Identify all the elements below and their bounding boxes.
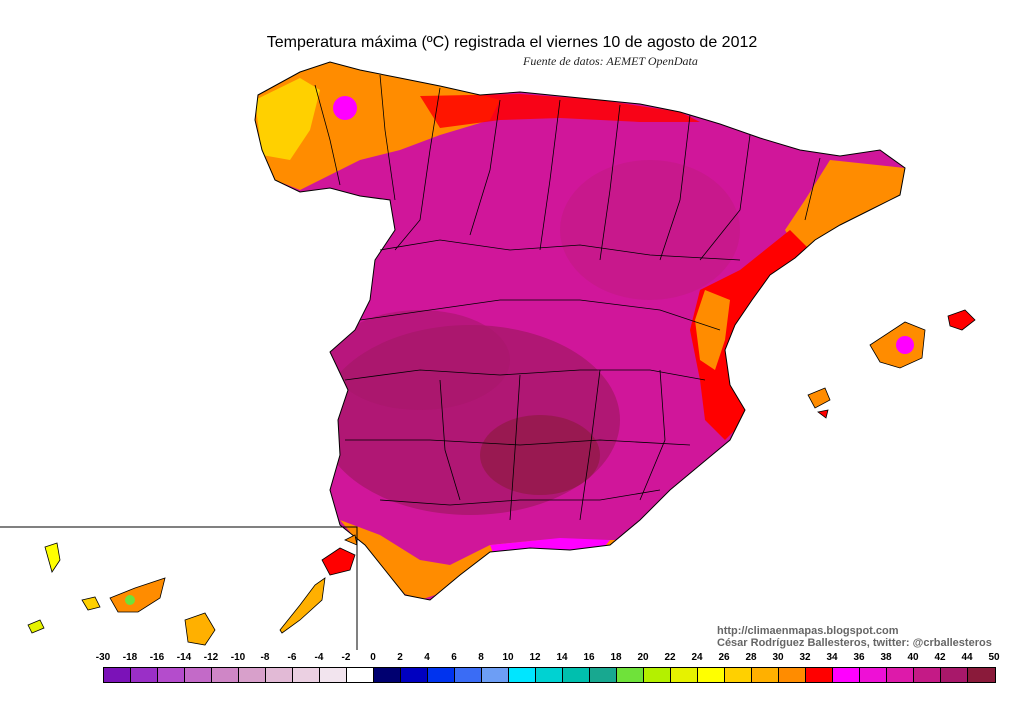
credit-author: César Rodríguez Ballesteros, twitter: @c… (717, 637, 992, 649)
legend-swatch (806, 668, 833, 682)
legend-tick-label: 0 (370, 652, 376, 663)
legend-swatch (374, 668, 401, 682)
canary-islands (27, 534, 358, 646)
legend-swatch (644, 668, 671, 682)
legend-tick-label: -2 (341, 652, 351, 663)
legend-tick-label: 38 (880, 652, 892, 663)
legend-tick-label: 10 (502, 652, 514, 663)
legend-swatch (158, 668, 185, 682)
legend-swatch (968, 668, 995, 682)
legend-swatch (104, 668, 131, 682)
legend-swatch (320, 668, 347, 682)
legend-tick-label: -18 (122, 652, 138, 663)
legend-swatch (212, 668, 239, 682)
legend-tick-label: -4 (314, 652, 324, 663)
legend-swatch (752, 668, 779, 682)
legend-tick-label: 36 (853, 652, 865, 663)
legend-tick-label: 4 (424, 652, 430, 663)
legend-tick-label: 6 (451, 652, 457, 663)
legend-tick-label: 50 (988, 652, 1000, 663)
legend-swatch (455, 668, 482, 682)
legend-tick-label: -6 (287, 652, 297, 663)
legend-swatch (860, 668, 887, 682)
legend-swatch (563, 668, 590, 682)
legend-tick-label: 20 (637, 652, 649, 663)
legend-tick-label: 34 (826, 652, 838, 663)
legend-swatch (509, 668, 536, 682)
legend-tick-label: 8 (478, 652, 484, 663)
legend-tick-label: 22 (664, 652, 676, 663)
legend-swatch (779, 668, 806, 682)
legend-tick-label: 16 (583, 652, 595, 663)
legend-tick-label: 28 (745, 652, 757, 663)
legend-swatch (914, 668, 941, 682)
legend-tick-label: -10 (230, 652, 246, 663)
legend-swatch (131, 668, 158, 682)
legend-swatch (401, 668, 428, 682)
spain-mainland (254, 61, 906, 601)
province-borders (314, 74, 821, 521)
legend-swatch (185, 668, 212, 682)
legend-tick-label: 32 (799, 652, 811, 663)
legend-tick-label: 18 (610, 652, 622, 663)
legend-tick-label: -14 (176, 652, 192, 663)
legend-swatch (239, 668, 266, 682)
map-title: Temperatura máxima (ºC) registrada el vi… (266, 34, 758, 51)
legend-tick-labels: -30 -18 -16 -14 -12 -10 -8 -6 -4 -2 0 2 4 6 8 10 12 14 16 1… (0, 652, 1024, 666)
legend-tick-label: 14 (556, 652, 568, 663)
legend-swatch (428, 668, 455, 682)
legend-tick-label: 2 (397, 652, 403, 663)
legend-tick-label: 40 (907, 652, 919, 663)
balearic-islands (807, 309, 976, 419)
legend-swatch (887, 668, 914, 682)
legend-tick-label: 30 (772, 652, 784, 663)
legend-swatch (698, 668, 725, 682)
legend-swatch (266, 668, 293, 682)
legend-tick-label: -12 (203, 652, 219, 663)
legend-color-bar (103, 667, 996, 683)
legend-tick-label: 24 (691, 652, 703, 663)
legend-swatch (725, 668, 752, 682)
legend-swatch (347, 668, 374, 682)
legend-tick-label: 42 (934, 652, 946, 663)
legend-tick-label: 12 (529, 652, 541, 663)
legend-tick-label: -30 (95, 652, 111, 663)
map-subtitle: Fuente de datos: AEMET OpenData (523, 54, 698, 68)
legend-swatch (617, 668, 644, 682)
legend-swatch (833, 668, 860, 682)
legend-tick-label: 26 (718, 652, 730, 663)
legend-swatch (482, 668, 509, 682)
legend-swatch (671, 668, 698, 682)
legend-tick-label: 44 (961, 652, 973, 663)
legend-swatch (536, 668, 563, 682)
legend-swatch (590, 668, 617, 682)
legend-tick-label: -16 (149, 652, 165, 663)
legend-swatch (941, 668, 968, 682)
canary-inset-frame (0, 526, 358, 650)
legend-tick-label: -8 (260, 652, 270, 663)
legend-swatch (293, 668, 320, 682)
credit-url: http://climaenmapas.blogspot.com (717, 625, 899, 637)
